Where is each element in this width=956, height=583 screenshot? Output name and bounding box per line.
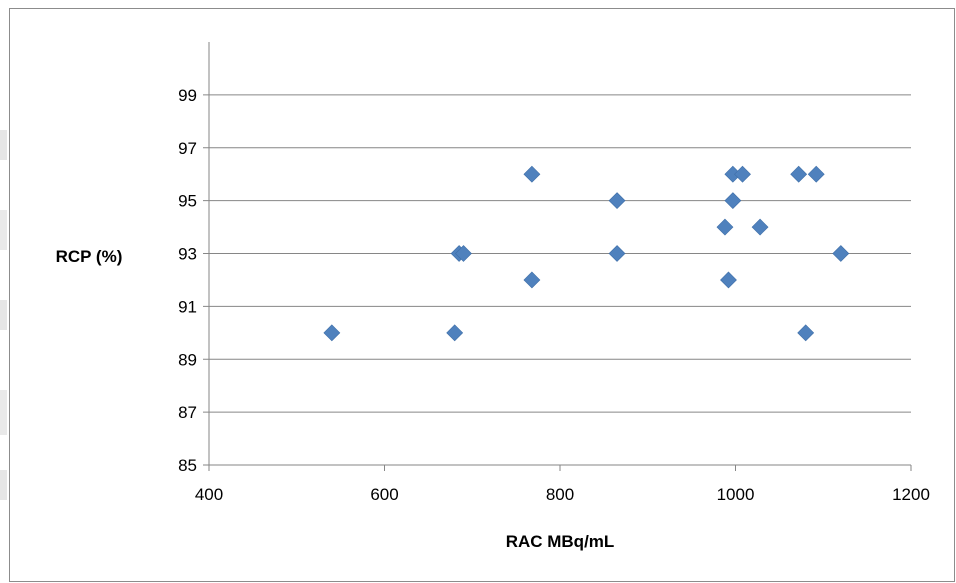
x-tick-label: 800 bbox=[546, 485, 574, 504]
data-point bbox=[716, 218, 734, 236]
data-point bbox=[720, 271, 737, 289]
y-tick-label: 95 bbox=[178, 192, 197, 211]
axes bbox=[208, 42, 911, 466]
data-points bbox=[323, 165, 850, 342]
y-tick-label: 87 bbox=[178, 403, 197, 422]
data-point bbox=[734, 165, 751, 183]
data-point bbox=[446, 324, 464, 342]
data-point bbox=[790, 165, 808, 183]
data-point bbox=[608, 192, 626, 210]
chart-frame bbox=[9, 8, 955, 582]
data-point bbox=[724, 192, 742, 210]
y-tick-label: 97 bbox=[178, 139, 197, 158]
x-axis-title: RAC MBq/mL bbox=[506, 532, 615, 551]
left-edge-artifact bbox=[0, 130, 7, 500]
y-tick-labels: 85 87 89 91 93 95 97 99 bbox=[178, 86, 197, 475]
y-tick-label: 91 bbox=[178, 297, 197, 316]
x-tick-label: 1200 bbox=[892, 485, 930, 504]
x-tick-label: 1000 bbox=[717, 485, 755, 504]
data-point bbox=[832, 245, 850, 262]
y-tick-label: 93 bbox=[178, 245, 197, 264]
data-point bbox=[323, 324, 341, 342]
data-point bbox=[523, 165, 541, 183]
data-point bbox=[807, 165, 825, 183]
data-point bbox=[751, 218, 769, 236]
data-point bbox=[455, 245, 472, 262]
y-axis-title: RCP (%) bbox=[56, 247, 123, 266]
x-tick-labels: 400 600 800 1000 1200 bbox=[195, 485, 930, 504]
x-tick-label: 600 bbox=[370, 485, 398, 504]
y-tick-label: 89 bbox=[178, 350, 197, 369]
data-point bbox=[608, 245, 626, 262]
y-tick-label: 99 bbox=[178, 86, 197, 105]
y-tick-label: 85 bbox=[178, 456, 197, 475]
gridlines bbox=[203, 94, 912, 471]
x-tick-label: 400 bbox=[195, 485, 223, 504]
data-point bbox=[797, 324, 815, 342]
data-point bbox=[523, 271, 541, 289]
